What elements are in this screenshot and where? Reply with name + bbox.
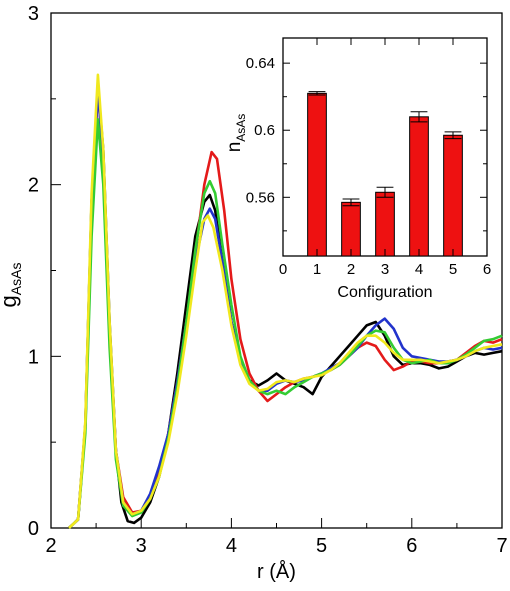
inset-x-tick-label: 0 (279, 261, 287, 278)
x-tick-label: 7 (496, 535, 507, 557)
inset-x-tick-label: 3 (381, 261, 389, 278)
inset-x-tick-label: 2 (347, 261, 355, 278)
inset-x-tick-label: 1 (313, 261, 321, 278)
y-tick-label: 2 (28, 175, 39, 197)
inset-bar (443, 134, 463, 257)
rdf-series-line-5 (68, 73, 503, 529)
inset-x-tick-label: 6 (483, 261, 491, 278)
y-axis-label: gAsAs (0, 263, 24, 308)
inset-bar (375, 191, 395, 257)
inset-bar (409, 116, 429, 257)
inset-bar (341, 201, 361, 257)
inset-y-tick-label: 0.56 (246, 189, 275, 206)
x-axis-label: r (Å) (257, 560, 296, 583)
y-tick-label: 3 (28, 3, 39, 25)
main-plot: 2 3 4 5 6 7 0 1 2 3 r (Å) gAsAs (0, 3, 508, 583)
rdf-series-line-1 (68, 83, 503, 529)
x-tick-label: 4 (226, 535, 237, 557)
y-tick-label: 1 (28, 346, 39, 368)
x-tick-label: 2 (45, 535, 56, 557)
y-tick-label: 0 (28, 518, 39, 540)
inset-bar-chart: 0 1 2 3 4 5 6 0.56 0.6 0.64 Configuration nAsAs (224, 37, 491, 301)
inset-bar (307, 92, 327, 257)
x-tick-label: 3 (136, 535, 147, 557)
inset-y-tick-label: 0.6 (254, 122, 275, 139)
inset-y-tick-label: 0.64 (246, 55, 275, 72)
inset-x-axis-label: Configuration (337, 284, 432, 301)
rdf-series-line-2 (68, 89, 503, 529)
inset-x-tick-label: 4 (415, 261, 423, 278)
inset-y-axis-label: nAsAs (224, 114, 248, 153)
x-tick-label: 6 (406, 535, 417, 557)
x-tick-label: 5 (316, 535, 327, 557)
inset-x-tick-label: 5 (449, 261, 457, 278)
